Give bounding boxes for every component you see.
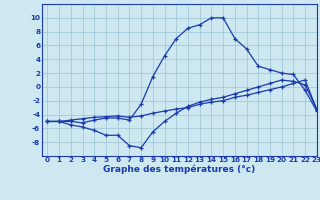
X-axis label: Graphe des températures (°c): Graphe des températures (°c) <box>103 165 255 174</box>
